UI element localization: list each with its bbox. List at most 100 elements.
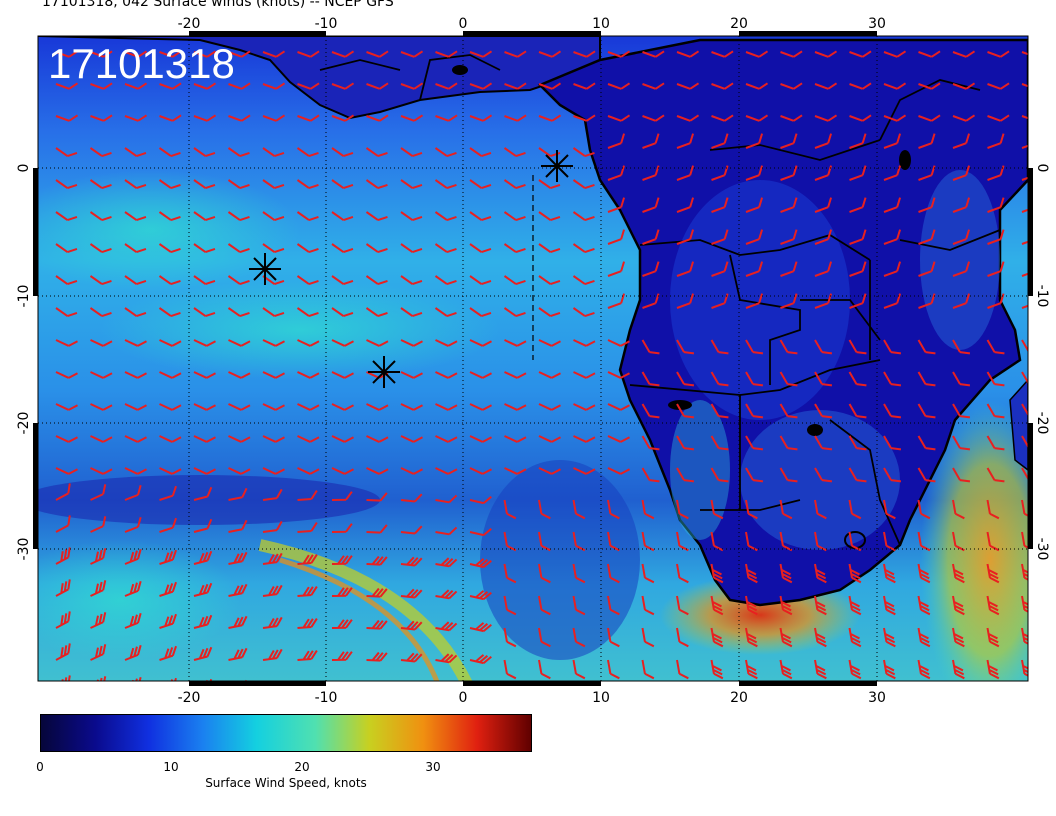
wind-barb — [745, 627, 758, 648]
wind-barb — [573, 435, 596, 443]
wind-barb — [986, 531, 1000, 552]
wind-barb — [538, 499, 551, 520]
wind-barb — [400, 467, 423, 475]
wind-barb — [538, 275, 561, 285]
wind-barb — [400, 493, 423, 503]
top-lon-label: 30 — [868, 16, 886, 32]
wind-barb — [228, 371, 251, 379]
wind-barb — [90, 50, 113, 58]
wind-barb — [90, 548, 107, 565]
wind-barb — [158, 243, 181, 253]
wind-barb — [365, 179, 388, 189]
axis-frame-bars — [33, 31, 1033, 686]
wind-barb — [987, 133, 1005, 149]
wind-barb — [607, 197, 626, 213]
wind-barb — [642, 197, 660, 213]
wind-barb — [952, 499, 965, 520]
wind-barb — [641, 371, 660, 387]
wind-barb — [779, 499, 793, 520]
wind-barb — [262, 371, 285, 379]
wind-barb — [814, 403, 833, 419]
wind-barb — [331, 114, 355, 122]
wind-barb — [607, 595, 620, 616]
wind-barb — [435, 589, 458, 600]
wind-barb — [538, 531, 551, 552]
wind-barb — [435, 403, 458, 411]
wind-barb — [503, 659, 517, 680]
wind-barb — [1021, 531, 1028, 552]
wind-barb — [745, 50, 769, 58]
wind-barb — [607, 563, 620, 584]
colorbar — [40, 714, 532, 752]
bottom-lon-label: 0 — [459, 690, 468, 706]
wind-barb — [883, 82, 907, 90]
wind-barb — [228, 339, 251, 347]
wind-barb — [469, 622, 492, 633]
wind-barb — [848, 627, 862, 648]
colorbar-tick: 10 — [163, 760, 179, 774]
wind-barb — [90, 403, 113, 411]
wind-barb — [917, 531, 931, 552]
wind-barb — [331, 50, 355, 58]
wind-barb — [90, 435, 113, 443]
wind-barb — [572, 275, 595, 285]
wind-barb — [331, 243, 354, 253]
wind-barb — [227, 211, 250, 221]
wind-barb — [124, 114, 148, 122]
wind-barb — [400, 243, 423, 253]
wind-barb — [676, 82, 700, 90]
wind-barb — [159, 517, 177, 533]
wind-barb — [228, 403, 251, 411]
wind-barb — [711, 229, 729, 245]
wind-barb — [952, 165, 971, 181]
wind-barb — [124, 275, 147, 285]
wind-barb — [469, 179, 492, 189]
wind-barb — [193, 211, 216, 221]
wind-barb — [952, 627, 965, 648]
right-lat-label: -10 — [1034, 285, 1050, 308]
wind-barb — [814, 499, 827, 520]
wind-barb — [193, 435, 216, 443]
wind-barb — [538, 371, 561, 379]
wind-barb — [848, 371, 867, 387]
wind-barb — [712, 691, 723, 712]
wind-barb — [710, 339, 729, 355]
wind-barb — [572, 211, 595, 221]
wind-barb — [987, 261, 1005, 277]
wind-barb — [367, 684, 387, 693]
wind-barb — [710, 499, 724, 520]
wind-barb — [607, 531, 620, 552]
wind-barb — [986, 627, 1000, 648]
wind-barb — [607, 261, 626, 277]
wind-barb — [435, 82, 458, 90]
wind-barb — [124, 179, 147, 189]
wind-barb — [779, 595, 793, 616]
wind-barb — [607, 82, 631, 90]
wind-barb — [469, 275, 492, 285]
wind-barb — [641, 467, 660, 483]
wind-barb — [434, 211, 457, 221]
wind-barb — [193, 82, 217, 90]
bottom-lon-label: -10 — [315, 690, 338, 706]
wind-barb — [745, 339, 764, 355]
wind-barb — [849, 82, 872, 90]
wind-barb — [469, 147, 492, 157]
wind-barb — [572, 563, 586, 584]
wind-barb — [55, 483, 71, 501]
wind-barb — [676, 339, 695, 355]
wind-barb — [55, 114, 79, 122]
wind-barb — [296, 243, 319, 253]
wind-barb — [814, 435, 833, 451]
wind-barb — [745, 499, 758, 520]
wind-barb — [1021, 659, 1028, 680]
wind-barb — [987, 293, 1005, 309]
wind-barb — [227, 243, 250, 253]
wind-barb — [297, 618, 318, 629]
wind-barb — [331, 275, 354, 285]
wind-barb — [503, 211, 526, 221]
wind-barb — [849, 165, 867, 181]
wind-barb — [435, 653, 458, 664]
wind-barb — [503, 179, 526, 189]
wind-barb — [366, 492, 388, 502]
wind-barb — [814, 114, 838, 122]
